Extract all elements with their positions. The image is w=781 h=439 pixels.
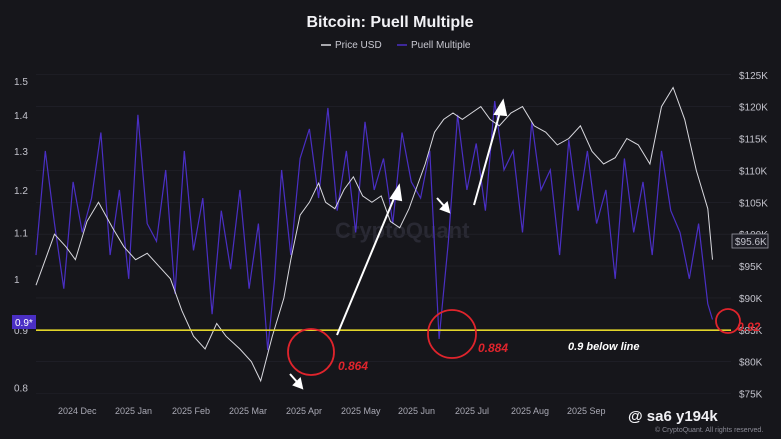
y-right-tick: $80K <box>739 358 763 369</box>
x-tick: 2025 Jun <box>398 406 435 416</box>
arrow-up-1 <box>336 195 396 336</box>
x-tick: 2025 Jan <box>115 406 152 416</box>
y-left-tick: 1.1 <box>14 228 28 239</box>
arrow-up-2 <box>473 111 501 206</box>
x-tick: 2025 May <box>341 406 381 416</box>
x-axis: 2024 Dec 2025 Jan 2025 Feb 2025 Mar 2025 Apr… <box>58 406 606 416</box>
series-puell-multiple <box>35 100 714 351</box>
y-left-tick: 1.2 <box>14 186 28 197</box>
y-left-tick: 1.5 <box>14 77 28 88</box>
x-tick: 2025 Aug <box>511 406 549 416</box>
right-badge-bg <box>731 233 769 249</box>
right-badge: $95.6K <box>731 233 769 249</box>
y-right-tick: $110K <box>739 166 768 177</box>
left-badge-bg <box>12 315 36 329</box>
annotation-current: 0.92 <box>737 320 761 334</box>
y-right-tick: $95K <box>739 262 763 273</box>
x-tick: 2025 Jul <box>455 406 489 416</box>
annotation-circle-current <box>715 308 741 334</box>
annotation-arrows <box>289 98 508 390</box>
annotation-circle-low1 <box>287 328 335 376</box>
y-left-tick: 1.4 <box>14 111 28 122</box>
annotation-low2: 0.884 <box>478 341 508 355</box>
legend-price[interactable]: Price USD <box>335 40 382 51</box>
y-left-tick: 1.3 <box>14 147 28 158</box>
x-tick: 2024 Dec <box>58 406 97 416</box>
y-left-tick: 0.9 <box>14 326 28 337</box>
arrow-down-2-head <box>439 201 451 214</box>
arrow-up-1-head <box>389 183 403 202</box>
annotation-line-note: 0.9 below line <box>568 341 640 353</box>
x-tick: 2025 Mar <box>229 406 267 416</box>
right-badge-label: $95.6K <box>735 237 767 248</box>
series-price-usd <box>35 86 713 383</box>
y-right-tick: $85K <box>739 326 763 337</box>
x-tick: 2025 Feb <box>172 406 210 416</box>
y-right-tick: $125K <box>739 71 768 82</box>
y-right-tick: $90K <box>739 294 763 305</box>
y-axis-left: 0.8 0.9 1 1.1 1.2 1.3 1.4 1.5 <box>14 77 28 395</box>
x-tick: 2025 Sep <box>567 406 606 416</box>
arrow-up-2-head <box>493 98 508 117</box>
y-right-tick: $115K <box>739 135 768 146</box>
y-left-tick: 0.8 <box>14 384 28 395</box>
legend-puell[interactable]: Puell Multiple <box>411 40 471 51</box>
watermark-source: © CryptoQuant. All rights reserved. <box>655 426 763 434</box>
annotation-circle-low2 <box>427 309 477 359</box>
y-right-tick: $75K <box>739 390 763 401</box>
x-tick: 2025 Apr <box>286 406 322 416</box>
gridlines <box>36 74 731 394</box>
legend: Price USD Puell Multiple <box>321 40 471 51</box>
annotation-low1: 0.864 <box>338 359 368 373</box>
watermark-handle: @ sa6 y194k <box>628 408 718 425</box>
y-left-tick: 1 <box>14 275 20 286</box>
arrow-down-1-head <box>292 377 304 390</box>
y-right-tick: $120K <box>739 103 768 114</box>
left-badge: 0.9* <box>12 315 36 329</box>
y-right-tick: $105K <box>739 198 768 209</box>
left-badge-label: 0.9* <box>15 318 33 329</box>
chart-title: Bitcoin: Puell Multiple <box>306 14 473 31</box>
